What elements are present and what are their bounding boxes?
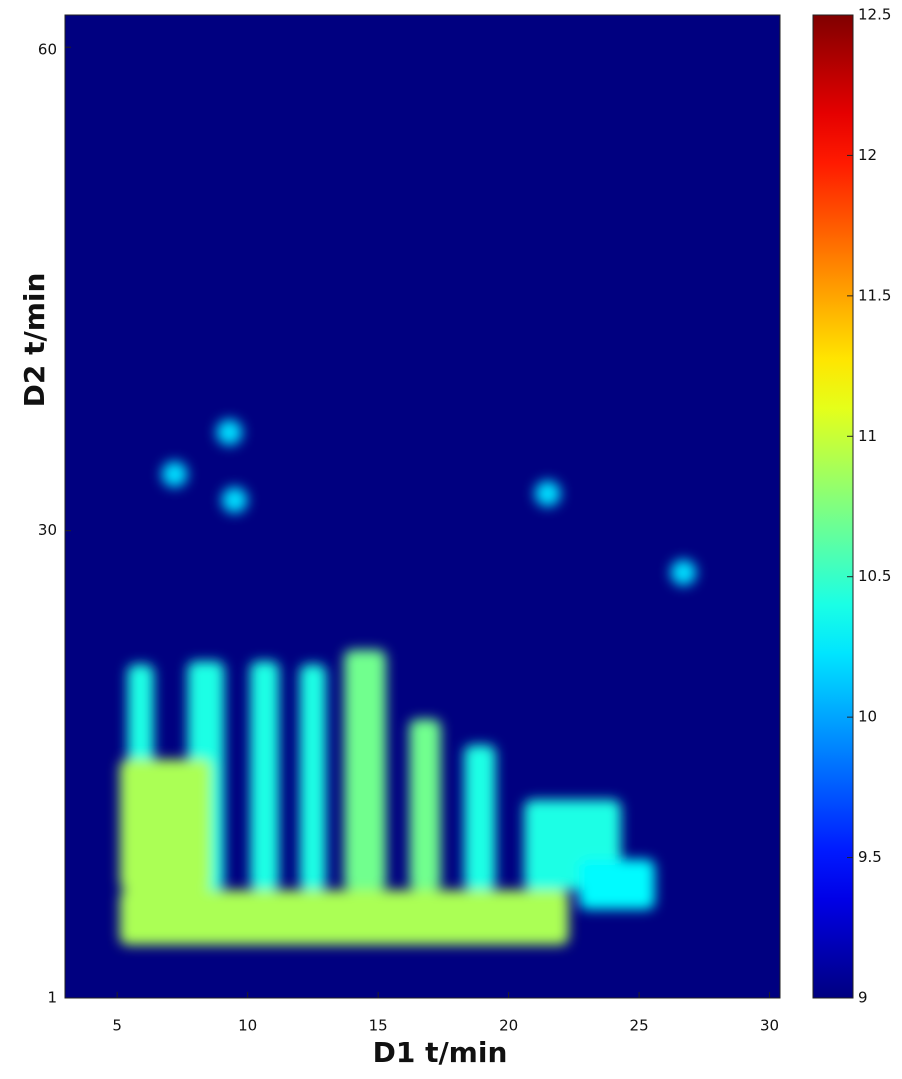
colorbar-tick-label: 11 bbox=[858, 427, 877, 445]
x-axis-label: D1 t/min bbox=[373, 1036, 508, 1069]
colorbar-tick-label: 11.5 bbox=[858, 286, 891, 304]
heat-region bbox=[464, 744, 496, 891]
heat-region bbox=[344, 649, 386, 891]
colorbar-tick-label: 10.5 bbox=[858, 567, 891, 585]
plot-frame bbox=[64, 14, 781, 999]
y-tick-label: 1 bbox=[47, 989, 57, 1007]
x-tick-label: 30 bbox=[760, 1017, 779, 1035]
heat-region bbox=[119, 890, 569, 945]
heat-region bbox=[579, 859, 655, 910]
x-tick-label: 25 bbox=[630, 1017, 649, 1035]
heat-region bbox=[119, 759, 212, 891]
y-tick-label: 60 bbox=[38, 41, 57, 59]
colorbar-tick-label: 9.5 bbox=[858, 848, 882, 866]
heat-spot bbox=[534, 480, 561, 507]
x-tick-label: 15 bbox=[369, 1017, 388, 1035]
heat-spot bbox=[161, 461, 188, 488]
x-tick-label: 5 bbox=[112, 1017, 122, 1035]
colorbar bbox=[812, 14, 854, 999]
heat-region bbox=[250, 661, 279, 891]
heat-region bbox=[409, 719, 441, 891]
colorbar-tick-label: 12.5 bbox=[858, 6, 891, 24]
heat-regions bbox=[119, 419, 697, 945]
heat-spot bbox=[670, 559, 697, 586]
colorbar-tick-label: 10 bbox=[858, 708, 877, 726]
x-tick-label: 20 bbox=[499, 1017, 518, 1035]
heat-region bbox=[299, 664, 326, 891]
y-axis-label: D2 t/min bbox=[18, 273, 51, 408]
x-tick-label: 10 bbox=[238, 1017, 257, 1035]
heat-spot bbox=[216, 419, 243, 446]
y-tick-label: 30 bbox=[38, 521, 57, 539]
heat-spot bbox=[221, 487, 248, 514]
colorbar-tick-label: 12 bbox=[858, 146, 877, 164]
colorbar-tick-label: 9 bbox=[858, 989, 868, 1007]
